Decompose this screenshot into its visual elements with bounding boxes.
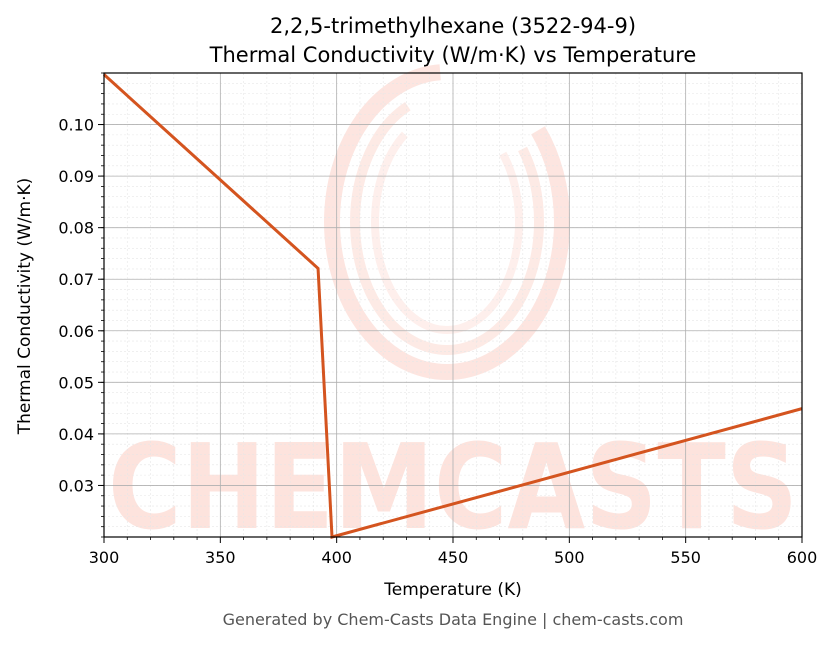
y-tick-label: 0.08: [58, 219, 94, 238]
footer-credit: Generated by Chem-Casts Data Engine | ch…: [223, 610, 684, 629]
y-tick-label: 0.06: [58, 322, 94, 341]
x-axis-label: Temperature (K): [383, 580, 522, 600]
y-tick-label: 0.09: [58, 167, 94, 186]
chart-subtitle: Thermal Conductivity (W/m·K) vs Temperat…: [209, 43, 697, 67]
y-tick-label: 0.03: [58, 476, 94, 495]
x-tick-label: 450: [438, 548, 469, 567]
y-tick-label: 0.10: [58, 116, 94, 135]
series-line: [102, 73, 803, 539]
y-tick-label: 0.07: [58, 270, 94, 289]
x-tick-label: 350: [205, 548, 236, 567]
plot-area: [102, 73, 803, 539]
axes: 300 350 400 450 500 550 600 0.03 0.04 0.05 0.06 0.0…: [58, 72, 818, 567]
grid: [103, 72, 803, 538]
x-tick-label: 600: [787, 548, 818, 567]
y-axis-label: Thermal Conductivity (W/m·K): [15, 178, 35, 436]
x-tick-label: 400: [321, 548, 352, 567]
y-tick-label: 0.05: [58, 373, 94, 392]
watermark-logo-icon: [324, 64, 570, 380]
y-tick-label: 0.04: [58, 425, 94, 444]
x-tick-label: 300: [89, 548, 120, 567]
chart-title: 2,2,5-trimethylhexane (3522-94-9): [270, 14, 636, 38]
x-tick-label: 550: [670, 548, 701, 567]
x-tick-label: 500: [554, 548, 585, 567]
